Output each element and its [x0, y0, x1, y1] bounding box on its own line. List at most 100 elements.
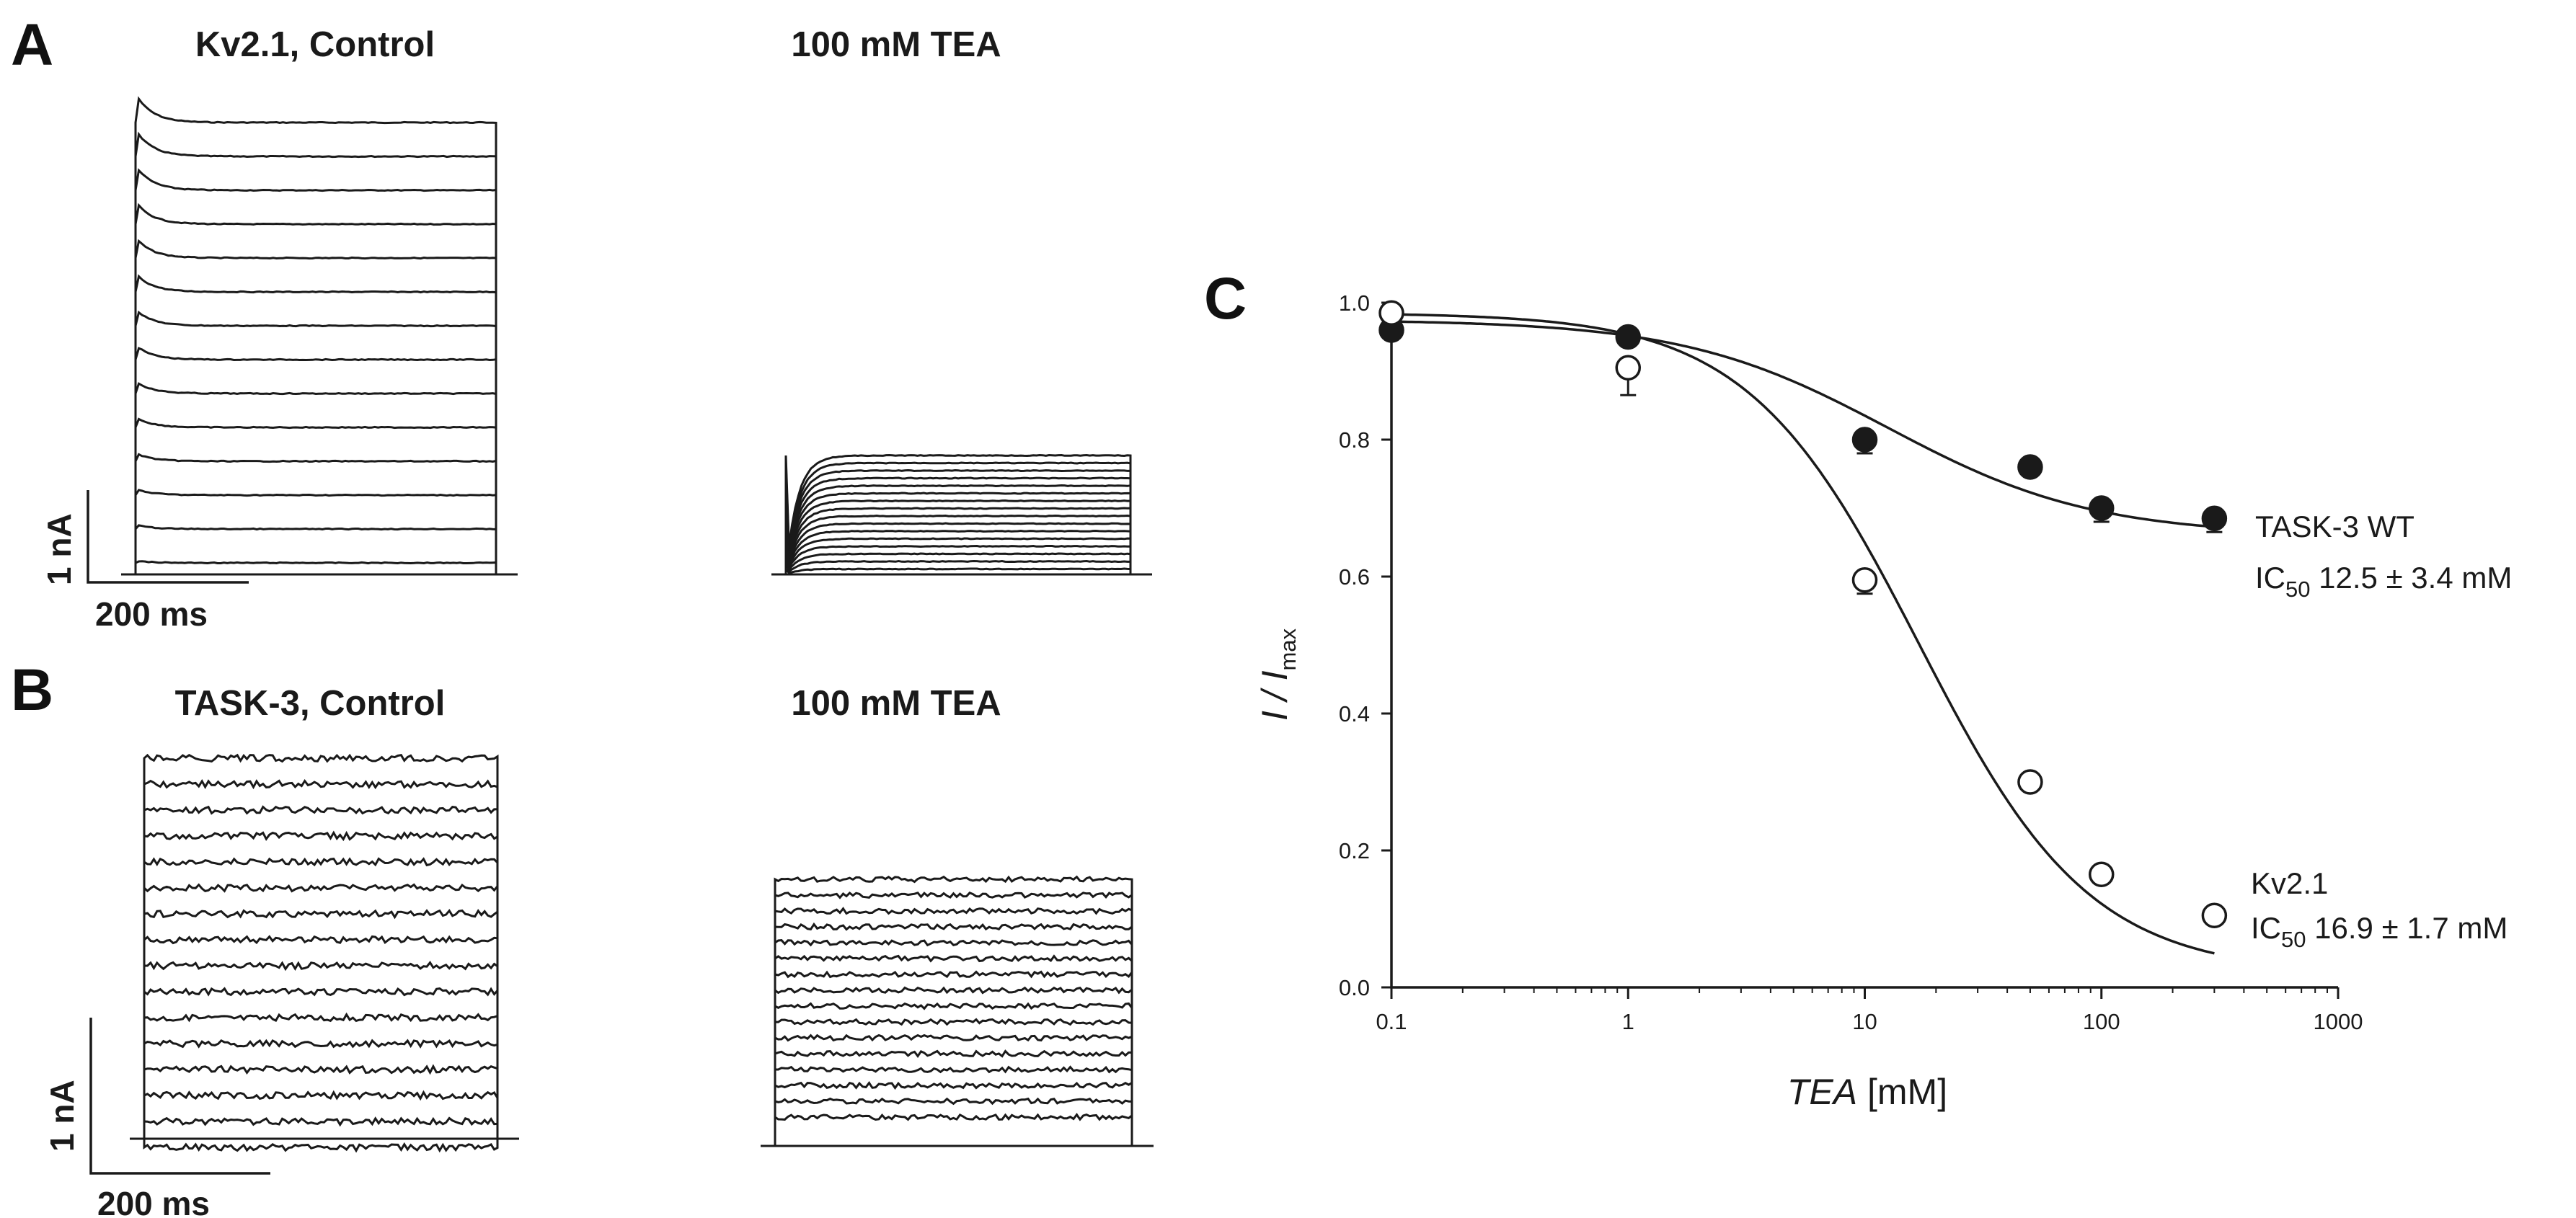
panel-b-tea-sweep [761, 1113, 1154, 1147]
panel-b-tea-sweep [761, 1018, 1154, 1147]
legend-kv21-ic50-label: IC [2251, 911, 2281, 945]
legend-kv21: Kv2.1 IC50 16.9 ± 1.7 mM [2251, 866, 2508, 952]
panel-b-tea-sweep [761, 1080, 1154, 1147]
panel-b-tea-sweep [761, 1049, 1154, 1147]
x-axis-label-italic: TEA [1787, 1072, 1857, 1112]
panel-a-tea-sweep [771, 492, 1152, 576]
fit-curves [1391, 313, 2215, 955]
panel-a-control-sweep [121, 347, 518, 576]
panel-a-scale-current: 1 nA [40, 513, 78, 585]
panel-a-tea-sweep [771, 476, 1152, 576]
y-axis-ticks: 0.0 0.2 0.4 0.6 0.8 1.0 [1339, 290, 1391, 1000]
panel-b-tea-traces [761, 875, 1154, 1147]
panel-a-control-sweep [121, 417, 518, 576]
panel-b-tea-sweep [761, 1033, 1154, 1147]
panel-b-scalebar: 1 nA 200 ms [43, 1018, 270, 1218]
kv21-data-point [2017, 769, 2043, 795]
legend-task3-ic50-label: IC [2255, 561, 2285, 595]
panel-a-tea-sweep [771, 529, 1152, 576]
panel-b-control-sweep [130, 857, 519, 1140]
y-axis-label: I / Imax [1254, 628, 1301, 721]
panel-b-control-sweep [130, 1012, 519, 1140]
task3-data-point [2089, 495, 2115, 521]
panel-b-tea-sweep [761, 1065, 1154, 1147]
panel-b-tea-sweep [761, 939, 1154, 1147]
panel-a-tea-sweep [771, 544, 1152, 576]
legend-kv21-ic50-sub: 50 [2281, 927, 2306, 952]
legend-kv21-name: Kv2.1 [2251, 866, 2328, 900]
x-tick-label: 1000 [2314, 1009, 2363, 1034]
panel-b-tea-sweep [761, 1097, 1154, 1147]
panel-b-control-sweep [130, 805, 519, 1140]
y-tick-label: 0.8 [1339, 427, 1370, 453]
panel-a-tea-sweep [771, 461, 1152, 576]
y-tick-label: 0.2 [1339, 838, 1370, 863]
x-axis-label-unit: [mM] [1857, 1072, 1947, 1112]
panel-b-tea-sweep [761, 1002, 1154, 1147]
panel-a-control-sweep [121, 203, 518, 576]
panel-b-control-sweep [130, 935, 519, 1140]
panel-a-tea-sweep [771, 499, 1152, 576]
panel-b-control-sweep [130, 987, 519, 1140]
panel-b-control-sweep [130, 1116, 519, 1140]
panel-b-control-sweep [130, 1039, 519, 1140]
panel-b-control-sweep [130, 909, 519, 1140]
panel-a-scalebar-lines [87, 490, 249, 584]
panel-a-tea-sweep [771, 507, 1152, 576]
x-tick-label: 1 [1622, 1009, 1634, 1034]
legend-task3-ic50-sub: 50 [2285, 577, 2310, 602]
data-points [1378, 300, 2228, 928]
kv21-data-point [2201, 902, 2228, 928]
x-tick-label: 100 [2083, 1009, 2120, 1034]
panel-a-control-sweep [121, 382, 518, 576]
panel-a-scalebar: 1 nA 200 ms [40, 490, 249, 633]
panel-label-a: A [11, 12, 53, 78]
x-axis-label: TEA [mM] [1787, 1072, 1947, 1112]
panel-a-control-sweep [121, 168, 518, 576]
panel-a-tea-sweep [771, 484, 1152, 576]
legend-task3-ic50: IC50 12.5 ± 3.4 mM [2255, 561, 2512, 602]
panel-a-control-sweep [121, 274, 518, 576]
panel-b-control-sweep [130, 1090, 519, 1140]
panel-a-control-sweep [121, 560, 518, 576]
legend-kv21-ic50-value: 16.9 ± 1.7 mM [2306, 911, 2508, 945]
panel-a-control-traces [121, 96, 518, 576]
panel-b-tea-sweep [761, 986, 1154, 1147]
panel-a-scale-time: 200 ms [95, 595, 208, 633]
y-tick-label: 0.0 [1339, 975, 1370, 1000]
panel-b-scale-time: 200 ms [97, 1185, 210, 1218]
y-tick-label: 0.4 [1339, 701, 1370, 726]
panel-a-tea-traces [771, 453, 1152, 576]
fit-curve-kv21 [1391, 313, 2215, 955]
y-axis-label-sub: max [1275, 628, 1301, 670]
y-axis-label-main: I / I [1254, 670, 1295, 721]
panel-a-control-sweep [121, 131, 518, 576]
panel-a-tea-sweep [771, 453, 1152, 576]
panel-a-tea-sweep [771, 468, 1152, 576]
kv21-data-point [1378, 300, 1404, 326]
x-tick-label: 0.1 [1376, 1009, 1407, 1034]
panel-a-control-title: Kv2.1, Control [195, 25, 435, 64]
panel-b-control-sweep [130, 883, 519, 1140]
panel-b-control-traces [130, 753, 519, 1153]
panel-b-control-sweep [130, 753, 519, 1140]
panel-label-b: B [11, 657, 53, 723]
task3-data-point [2017, 454, 2043, 480]
panel-a-tea-sweep [771, 514, 1152, 576]
panel-b-control-sweep [130, 1064, 519, 1140]
kv21-data-point [1851, 567, 1878, 593]
legend-kv21-ic50: IC50 16.9 ± 1.7 mM [2251, 911, 2508, 952]
x-axis-ticks: 0.1 1 10 100 1000 [1376, 987, 2363, 1034]
panel-a-control-sweep [121, 96, 518, 576]
panel-a-tea-title: 100 mM TEA [791, 25, 1001, 64]
panel-b-control-sweep [130, 830, 519, 1140]
task3-data-point [2201, 505, 2228, 531]
legend-task3-name: TASK-3 WT [2255, 510, 2415, 543]
kv21-data-point [2089, 861, 2115, 887]
panel-label-c: C [1204, 266, 1247, 332]
y-tick-label: 1.0 [1339, 290, 1370, 316]
x-tick-label: 10 [1852, 1009, 1877, 1034]
panel-a-control-sweep [121, 453, 518, 576]
panel-a-control-sweep [121, 489, 518, 576]
dose-response-chart: 0.1 1 10 100 1000 0.0 0.2 0.4 0.6 0.8 1.0 TEA [mM… [1254, 290, 2512, 1112]
